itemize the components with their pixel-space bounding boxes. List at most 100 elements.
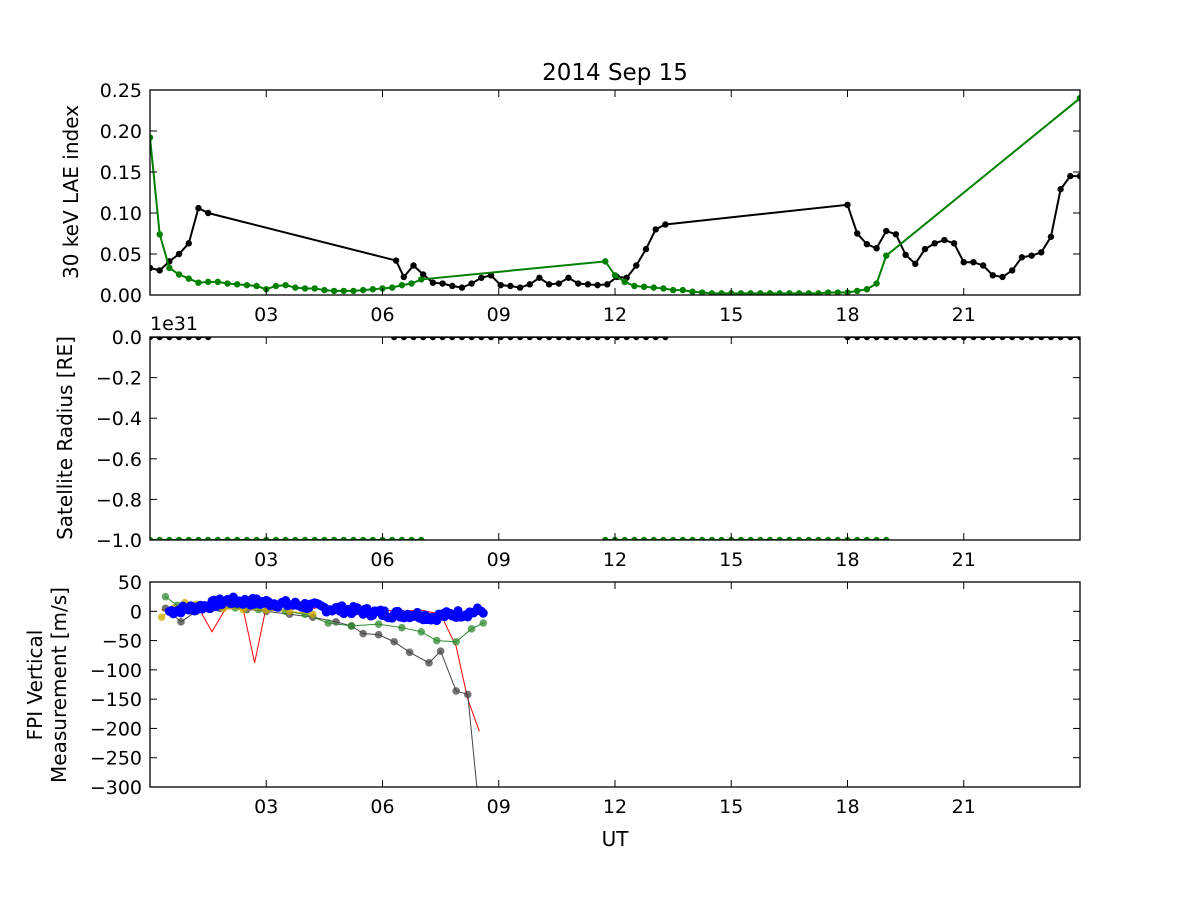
radius-series-0-point <box>1038 337 1045 341</box>
y-tick-label: −0.2 <box>96 368 142 390</box>
radius-series-1-point <box>150 536 154 540</box>
radius-series-1-point <box>834 536 842 540</box>
panel-fpi: 03 06 09 12 15 18 21 −300 −250 −200 −150 −100 −50 0 50… <box>23 572 1081 818</box>
lae-series-1-point <box>786 290 793 295</box>
panel-radius-marks <box>150 337 1080 540</box>
lae-series-0-point <box>185 240 192 247</box>
lae-series-0-point <box>565 274 572 281</box>
lae-series-1-point <box>757 290 764 295</box>
lae-series-1-point <box>640 283 648 290</box>
lae-series-0-point <box>150 264 154 272</box>
lae-series-1-point <box>708 290 716 295</box>
lae-series-0-point <box>156 267 163 274</box>
lae-series-0-point <box>853 230 861 237</box>
fpi-series-2-point <box>417 627 426 636</box>
lae-series-1-point <box>156 231 163 238</box>
lae-series-0-point <box>892 231 900 238</box>
radius-series-1-point <box>311 536 318 540</box>
radius-series-0-point <box>633 337 640 341</box>
radius-series-1-point <box>418 536 425 540</box>
radius-series-1-point <box>805 536 812 540</box>
lae-series-0-point <box>507 282 514 290</box>
lae-series-0-point <box>1018 254 1026 261</box>
lae-series-0-point <box>662 221 669 228</box>
x-tick-label: 21 <box>952 796 976 818</box>
lae-series-0-point <box>400 273 408 281</box>
lae-series-1-point <box>243 281 251 289</box>
radius-series-1-point <box>650 536 657 540</box>
lae-series-0-point <box>584 281 592 288</box>
radius-series-0-point <box>526 337 533 341</box>
lae-series-1-point <box>233 281 241 288</box>
lae-series-0-point <box>921 245 929 253</box>
y-tick-label: 0 <box>130 601 142 623</box>
fpi-series-1-point <box>177 618 185 626</box>
panel-lae-ylabel: 30 keV LAE index <box>59 105 83 279</box>
fpi-series-1-point <box>390 637 398 646</box>
radius-series-0-point <box>970 337 977 341</box>
radius-series-0-point <box>468 337 475 341</box>
lae-series-0-point <box>960 259 967 266</box>
fpi-series-1-point <box>452 687 460 695</box>
lae-series-1-point <box>602 258 609 265</box>
y-tick-label: −0.4 <box>96 408 142 430</box>
lae-series-0-point <box>204 209 212 217</box>
radius-series-0-point <box>1008 337 1016 341</box>
lae-series-0-point <box>931 240 938 247</box>
x-tick-label: 06 <box>370 796 394 818</box>
radius-series-1-point <box>757 536 764 540</box>
lae-series-0-point <box>989 272 997 279</box>
lae-series-0-point <box>1067 172 1074 180</box>
lae-series-0-point <box>195 204 202 212</box>
lae-series-0-point <box>652 226 659 233</box>
radius-series-1-point <box>243 536 251 540</box>
radius-series-0-point <box>1047 337 1055 341</box>
lae-series-1-point <box>214 278 222 286</box>
lae-series-0-point <box>392 257 400 264</box>
lae-series-1-point <box>747 290 754 295</box>
lae-series-1-point <box>679 286 687 294</box>
y-tick-label: −0.6 <box>96 449 142 471</box>
panel-fpi-ticks: 03 06 09 12 15 18 21 −300 −250 −200 −150 −100 −50 0 50 <box>90 572 1080 818</box>
radius-series-0-point <box>419 337 427 341</box>
lae-series-0-point <box>526 281 533 288</box>
lae-series-1-point <box>853 287 861 295</box>
lae-series-0-point <box>497 281 504 289</box>
radius-series-1-point <box>282 536 289 540</box>
radius-series-0-point <box>594 337 601 341</box>
lae-series-0-point <box>536 274 543 281</box>
lae-series-1-point <box>631 282 638 290</box>
y-tick-label: 0.10 <box>100 203 142 225</box>
radius-series-1-point <box>350 536 357 540</box>
fpi-series-2-point <box>161 592 170 601</box>
radius-series-1-point <box>156 536 163 540</box>
radius-series-0-point <box>400 337 408 341</box>
chart-title: 2014 Sep 15 <box>542 60 688 86</box>
radius-series-1-point <box>330 536 338 540</box>
radius-series-0-point <box>390 337 398 341</box>
y-tick-label: 0.20 <box>100 121 142 143</box>
radius-series-0-point <box>507 337 514 341</box>
lae-series-1-point <box>737 290 745 295</box>
lae-series-1-point <box>766 290 774 295</box>
radius-series-1-point <box>776 536 783 540</box>
lae-series-0-point <box>1008 267 1016 274</box>
radius-series-1-point <box>718 536 725 540</box>
lae-series-1-point <box>611 272 619 279</box>
radius-series-0-point <box>487 337 495 341</box>
radius-series-0-point <box>892 337 900 341</box>
radius-series-0-point <box>478 337 485 341</box>
lae-series-0-point <box>449 282 456 290</box>
radius-series-1-point <box>640 536 648 540</box>
radius-series-0-point <box>516 337 524 341</box>
radius-series-1-point <box>233 536 241 540</box>
lae-series-0-point <box>410 262 417 269</box>
radius-series-0-point <box>1067 337 1074 341</box>
radius-series-1-point <box>185 536 192 540</box>
lae-series-1-point <box>150 134 154 141</box>
panel-radius-offset-text: 1e31 <box>150 313 198 335</box>
radius-series-0-point <box>536 337 543 341</box>
lae-series-1-point <box>166 264 173 272</box>
radius-series-0-point <box>902 337 909 341</box>
radius-series-0-point <box>853 337 861 341</box>
